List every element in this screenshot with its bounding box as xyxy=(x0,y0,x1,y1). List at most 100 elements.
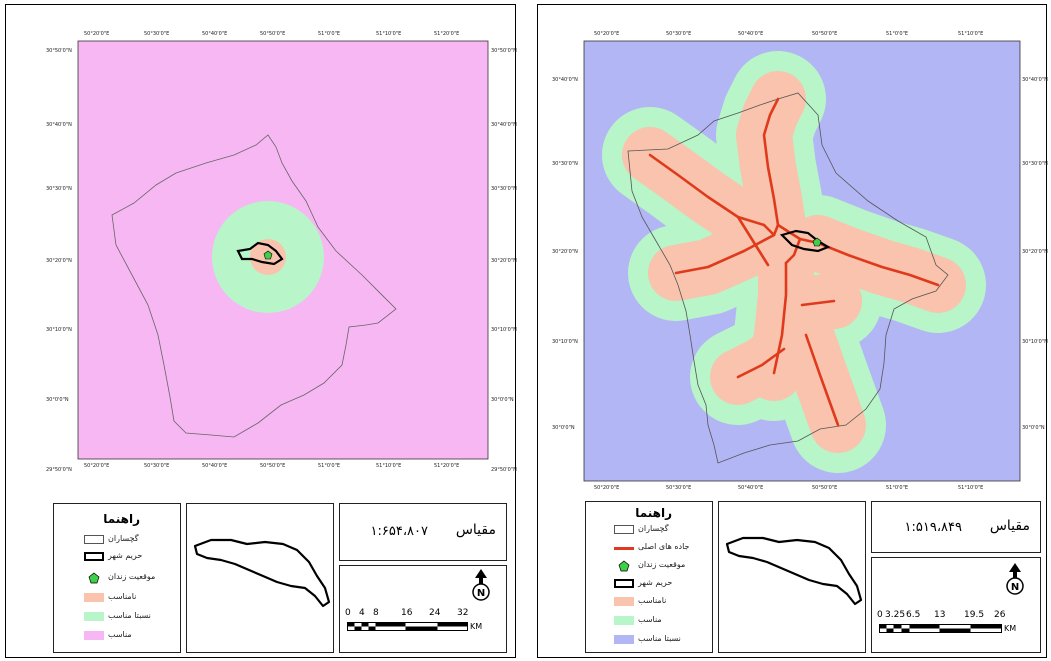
left-map-frame xyxy=(77,40,489,460)
left-lon-tick: 50°40'0"E xyxy=(202,31,228,37)
right-lat-tick: 30°20'0"N xyxy=(1022,249,1048,255)
right-lon-tick: 51°0'0"E xyxy=(886,31,909,37)
left-lon-tick: 51°20'0"E xyxy=(434,463,460,469)
legend-label: حریم شهر xyxy=(108,551,143,560)
right-legend-item: نسبتا مناسب xyxy=(614,634,710,646)
left-legend-title: راهنما xyxy=(103,512,140,526)
left-legend-item: موقعیت زندان xyxy=(84,572,174,584)
right-lon-tick: 50°50'0"E xyxy=(812,31,838,37)
right-lat-tick: 30°40'0"N xyxy=(1022,77,1048,83)
scalebar-unit: KM xyxy=(470,622,483,631)
right-lon-tick: 50°20'0"E xyxy=(594,485,620,491)
fill-swatch-icon xyxy=(84,631,104,640)
right-legend-title: راهنما xyxy=(635,506,672,520)
right-scale-title: مقیاس xyxy=(989,518,1030,534)
right-scale-box: مقیاس ۱:۵۱۹،۸۴۹ xyxy=(871,501,1041,553)
scalebar-label: 24 xyxy=(429,608,441,618)
right-lat-tick: 30°30'0"N xyxy=(1022,161,1048,167)
right-prison-point xyxy=(812,237,822,247)
right-city-limit xyxy=(779,229,831,253)
fill-swatch-icon xyxy=(84,593,104,602)
scalebar-label: 8 xyxy=(373,608,379,618)
right-legend: راهنما گچساران جاده های اصلی موقعیت زندا… xyxy=(585,501,713,653)
legend-label: حریم شهر xyxy=(638,578,673,587)
right-map-sheet: 50°20'0"E 50°30'0"E 50°40'0"E 50°50'0"E … xyxy=(537,4,1048,658)
left-lat-tick: 30°10'0"N xyxy=(46,327,72,333)
right-scalebar-box: N 0 3.25 6.5 13 19.5 26 KM xyxy=(871,557,1041,653)
left-lon-tick: 50°40'0"E xyxy=(202,463,228,469)
left-legend-item: مناسب xyxy=(84,630,174,642)
left-lat-tick: 30°40'0"N xyxy=(46,122,72,128)
right-lon-tick: 51°10'0"E xyxy=(958,31,984,37)
scalebar-label: 4 xyxy=(359,608,365,618)
right-lat-tick: 30°20'0"N xyxy=(552,249,578,255)
right-lon-tick: 50°50'0"E xyxy=(812,485,838,491)
scalebar-label: 32 xyxy=(457,608,469,618)
right-locator-map xyxy=(718,501,866,653)
right-scale-value: ۱:۵۱۹،۸۴۹ xyxy=(904,520,962,535)
right-legend-item: موقعیت زندان xyxy=(614,560,710,572)
polygon-outline-icon xyxy=(614,525,634,534)
right-lon-tick: 51°0'0"E xyxy=(886,485,909,491)
legend-label: گچساران xyxy=(108,534,139,543)
scalebar-label: 3.25 xyxy=(885,610,906,620)
legend-label: نسبتا مناسب xyxy=(638,634,681,643)
left-legend-item: حریم شهر xyxy=(84,551,174,563)
right-legend-item: مناسب xyxy=(614,615,710,627)
thick-outline-icon xyxy=(84,552,104,561)
left-lat-tick: 30°30'0"N xyxy=(491,186,517,192)
left-legend: راهنما گچساران حریم شهر موقعیت زندان نام… xyxy=(53,503,181,653)
legend-label: مناسب xyxy=(638,615,662,624)
left-lon-tick: 51°10'0"E xyxy=(376,463,402,469)
left-lat-tick: 30°0'0"N xyxy=(491,397,514,403)
left-lon-tick: 50°20'0"E xyxy=(84,31,110,37)
left-scale-box: مقیاس ۱:۶۵۴،۸۰۷ xyxy=(339,503,507,561)
polygon-outline-icon xyxy=(84,535,104,544)
left-scalebar xyxy=(347,622,468,631)
scalebar-unit: KM xyxy=(1004,624,1017,633)
scalebar-label: 19.5 xyxy=(964,610,985,620)
left-county-boundary xyxy=(111,134,397,438)
right-lat-tick: 30°30'0"N xyxy=(552,161,578,167)
right-county-boundary xyxy=(627,92,949,464)
right-legend-item: حریم شهر xyxy=(614,578,710,590)
scalebar-label: 13 xyxy=(934,610,946,620)
left-lon-tick: 50°30'0"E xyxy=(144,463,170,469)
left-lat-tick: 30°10'0"N xyxy=(491,327,517,333)
left-lat-tick: 30°20'0"N xyxy=(46,258,72,264)
left-lat-tick: 30°40'0"N xyxy=(491,122,517,128)
left-locator-shape xyxy=(193,538,331,608)
right-lon-tick: 50°30'0"E xyxy=(666,31,692,37)
fill-swatch-icon xyxy=(614,635,634,644)
legend-label: نسبتا مناسب xyxy=(108,611,151,620)
prison-point-icon xyxy=(88,572,100,584)
north-arrow-icon: N xyxy=(1006,563,1024,595)
right-legend-item: نامناسب xyxy=(614,596,710,608)
legend-label: موقعیت زندان xyxy=(638,560,686,569)
right-legend-item: جاده های اصلی xyxy=(614,542,710,554)
right-lon-tick: 51°10'0"E xyxy=(958,485,984,491)
fill-swatch-icon xyxy=(614,597,634,606)
left-lat-tick: 30°50'0"N xyxy=(46,48,72,54)
right-lat-tick: 30°0'0"N xyxy=(1022,425,1045,431)
left-lon-tick: 51°0'0"E xyxy=(318,31,341,37)
svg-text:N: N xyxy=(1011,582,1019,593)
right-lat-tick: 30°40'0"N xyxy=(552,77,578,83)
left-lat-tick: 30°20'0"N xyxy=(491,258,517,264)
right-legend-item: گچساران xyxy=(614,524,710,536)
legend-label: مناسب xyxy=(108,630,132,639)
right-scalebar xyxy=(879,624,1002,633)
left-scale-title: مقیاس xyxy=(455,522,496,538)
svg-text:N: N xyxy=(477,588,485,599)
prison-point-icon xyxy=(618,560,630,572)
left-lat-tick: 29°50'0"N xyxy=(46,467,72,473)
left-legend-item: نامناسب xyxy=(84,592,174,604)
scalebar-label: 16 xyxy=(401,608,413,618)
left-lat-tick: 30°0'0"N xyxy=(46,397,69,403)
left-lon-tick: 51°10'0"E xyxy=(376,31,402,37)
scalebar-label: 0 xyxy=(877,610,883,620)
right-map-frame xyxy=(583,40,1021,482)
left-lon-tick: 51°20'0"E xyxy=(434,31,460,37)
legend-label: نامناسب xyxy=(108,592,137,601)
left-legend-item: گچساران xyxy=(84,534,174,546)
